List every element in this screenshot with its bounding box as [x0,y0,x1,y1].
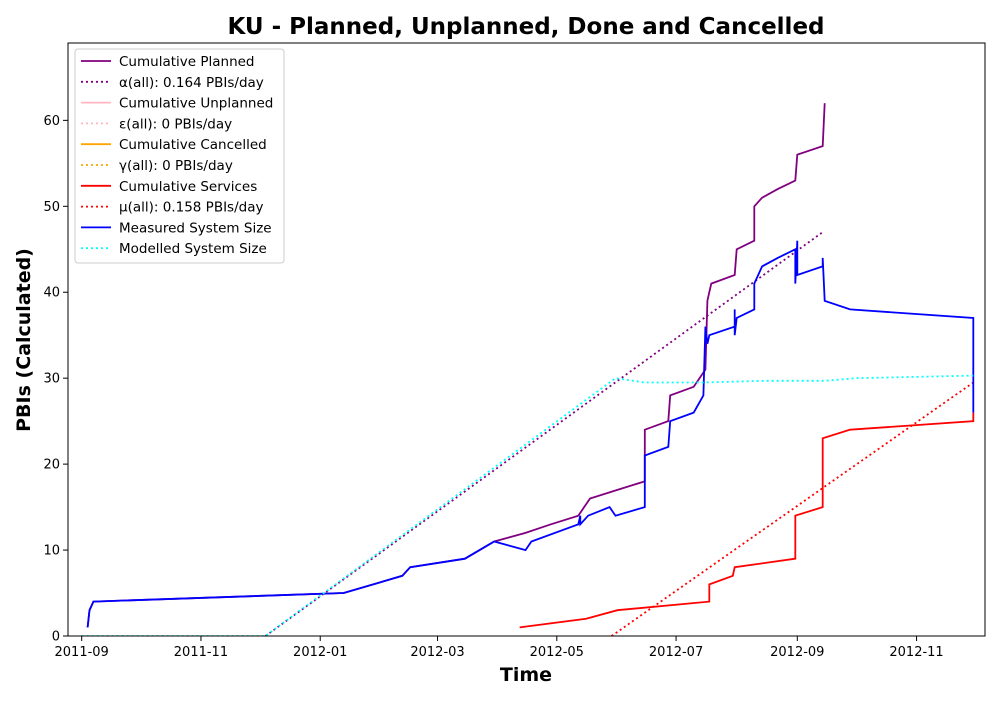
legend-label-4: Cumulative Cancelled [119,137,267,153]
x-tick-label-1: 2011-11 [174,645,228,660]
series-line-7 [611,381,974,636]
plot-area [81,103,975,636]
y-tick-label-3: 30 [43,372,60,387]
legend-label-7: μ(all): 0.158 PBIs/day [119,200,263,216]
chart-title: KU - Planned, Unplanned, Done and Cancel… [227,14,824,40]
y-tick-label-4: 40 [43,286,60,301]
x-tick-label-0: 2011-09 [55,645,109,660]
x-tick-label-7: 2012-11 [889,645,943,660]
axes: 0 10 20 30 40 50 60 2011-09 2011-11 2012-01 2012-0… [43,42,986,660]
series-line-8 [86,240,975,628]
x-tick-label-5: 2012-07 [649,645,703,660]
y-tick-label-5: 50 [43,200,60,215]
plot-frame [67,42,986,637]
y-tick-label-0: 0 [52,630,60,645]
x-tick-label-4: 2012-05 [530,645,584,660]
series-lines [81,103,975,636]
legend-label-5: γ(all): 0 PBIs/day [119,158,233,174]
x-tick-label-2: 2012-01 [293,645,347,660]
legend-label-2: Cumulative Unplanned [119,96,273,112]
legend: Cumulative Planned α(all): 0.164 PBIs/day… [74,48,285,264]
series-line-1 [264,231,824,636]
legend-label-3: ε(all): 0 PBIs/day [119,116,232,132]
y-axis-label: PBIs (Calculated) [13,248,35,432]
y-tick-label-6: 60 [43,114,60,129]
x-tick-label-3: 2012-03 [410,645,464,660]
legend-box [74,48,285,264]
x-tick-label-6: 2012-09 [770,645,824,660]
legend-label-8: Measured System Size [119,220,272,236]
legend-label-0: Cumulative Planned [119,54,255,70]
y-tick-label-1: 10 [43,544,60,559]
y-tick-label-2: 20 [43,458,60,473]
legend-label-1: α(all): 0.164 PBIs/day [119,75,264,91]
x-axis-label: Time [500,664,552,686]
legend-label-6: Cumulative Services [119,179,257,195]
series-line-6 [519,412,975,629]
series-line-9 [81,374,974,636]
legend-label-9: Modelled System Size [119,241,267,257]
